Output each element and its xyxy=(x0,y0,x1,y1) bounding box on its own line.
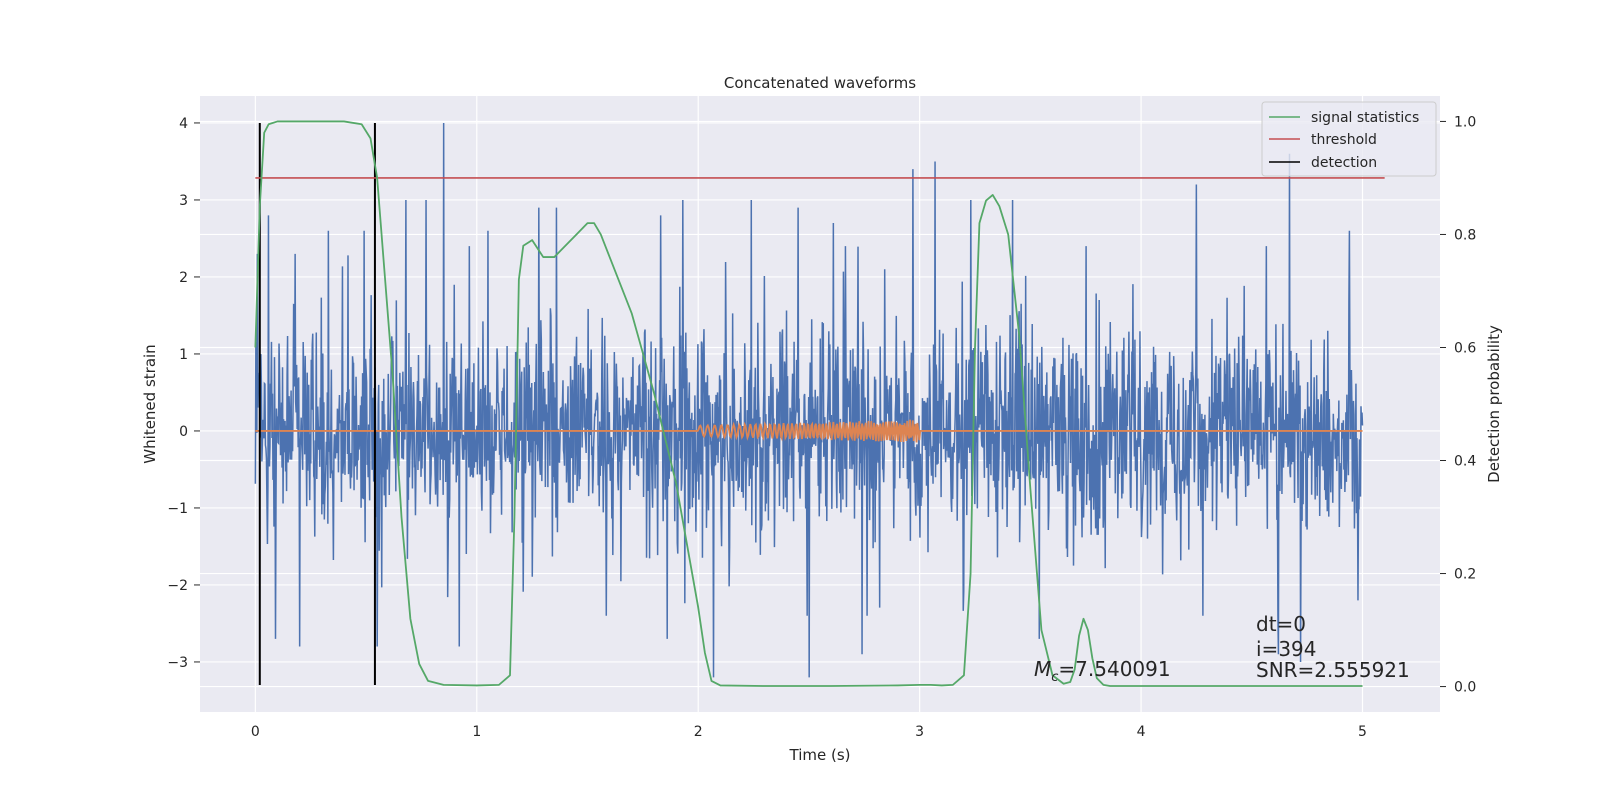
y-tick-label: −2 xyxy=(167,578,188,594)
annotation-chirp-mass: Mc=7.540091 xyxy=(1034,657,1171,685)
y-tick-label: 4 xyxy=(179,116,188,132)
y2-tick-label: 0.2 xyxy=(1454,567,1476,583)
y2-tick-label: 0.8 xyxy=(1454,227,1476,243)
y2-tick-label: 1.0 xyxy=(1454,114,1476,130)
x-axis-label: Time (s) xyxy=(789,746,851,764)
y2-tick-label: 0.6 xyxy=(1454,340,1476,356)
legend-label-signal: signal statistics xyxy=(1311,110,1419,126)
annotation-snr: SNR=2.555921 xyxy=(1256,658,1410,682)
y-tick-label: −3 xyxy=(167,655,188,671)
axes: 0 1 2 3 4 5 −3 −2 −1 0 1 2 3 4 0.0 0.2 0.4 0.6 0.8 1.0 xyxy=(167,114,1476,740)
x-tick-label: 1 xyxy=(472,724,481,740)
annotation-dt: dt=0 xyxy=(1256,612,1306,636)
legend: signal statistics threshold detection xyxy=(1261,101,1437,177)
chirp-line xyxy=(255,419,1363,443)
annotation-i: i=394 xyxy=(1256,637,1317,661)
annotation-mc-value: =7.540091 xyxy=(1058,657,1170,681)
signal-statistics-line xyxy=(254,120,1363,687)
legend-box xyxy=(1261,101,1437,177)
plot-content xyxy=(254,120,1385,687)
x-tick-label: 0 xyxy=(251,724,260,740)
legend-label-threshold: threshold xyxy=(1311,132,1377,148)
y-tick-label: 1 xyxy=(179,347,188,363)
y-tick-label: −1 xyxy=(167,501,188,517)
y-tick-label: 3 xyxy=(179,193,188,209)
annotations: Mc=7.540091 dt=0 i=394 SNR=2.555921 xyxy=(1034,612,1410,685)
legend-label-detection: detection xyxy=(1311,155,1377,171)
y2-tick-label: 0.4 xyxy=(1454,454,1476,470)
strain-noise-line xyxy=(254,122,1364,678)
y-tick-label: 0 xyxy=(179,424,188,440)
chart-title: Concatenated waveforms xyxy=(724,74,916,92)
x-tick-label: 4 xyxy=(1137,724,1146,740)
annotation-mc-symbol: M xyxy=(1034,657,1051,681)
x-tick-label: 5 xyxy=(1358,724,1367,740)
y-tick-label: 2 xyxy=(179,270,188,286)
x-tick-label: 2 xyxy=(694,724,703,740)
annotation-mc-subscript: c xyxy=(1051,670,1058,685)
x-tick-label: 3 xyxy=(915,724,924,740)
y2-axis-label: Detection probability xyxy=(1485,325,1503,483)
y-axis-label: Whitened strain xyxy=(141,344,159,463)
y2-tick-label: 0.0 xyxy=(1454,680,1476,696)
